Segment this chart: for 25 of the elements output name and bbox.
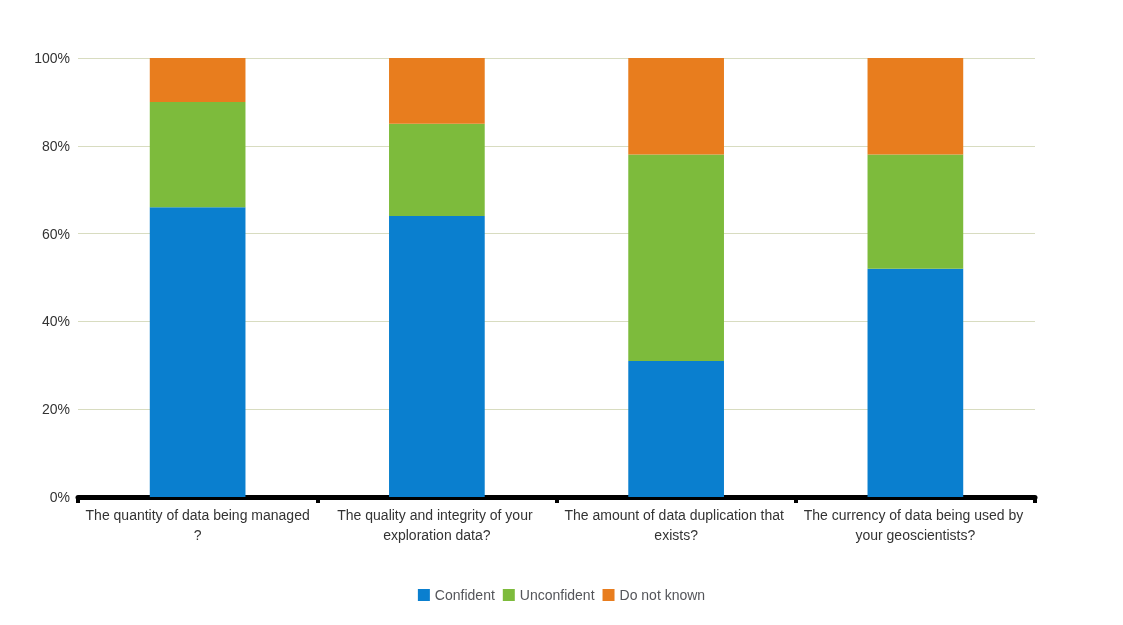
y-tick-label: 0% [49, 489, 70, 505]
legend-label: Unconfident [519, 587, 595, 603]
y-tick-label: 40% [41, 313, 70, 330]
x-tick-label: The quality and integrity of your exploration data? [337, 507, 537, 543]
bar [867, 268, 964, 497]
y-tick-label: 80% [41, 137, 70, 154]
bar [149, 58, 246, 102]
bar [389, 216, 485, 497]
bar [628, 154, 724, 361]
bar [628, 360, 724, 497]
bar [867, 154, 964, 269]
legend-label: Confident [434, 587, 495, 603]
bar [389, 123, 485, 217]
x-tick-label: The quantity of data being managed? [85, 507, 310, 543]
bar [628, 58, 724, 155]
legend-label: Do not known [619, 587, 706, 603]
x-tick-label: The amount of data duplication that exists? [564, 507, 788, 543]
bar [867, 58, 964, 155]
y-tick-label: 100% [34, 50, 70, 66]
bar [149, 207, 246, 497]
y-tick-label: 60% [41, 225, 70, 242]
y-tick-label: 20% [41, 401, 70, 418]
bar [389, 58, 485, 124]
bar [149, 101, 246, 208]
x-tick-label: The currency of data being used by your geoscientists? [803, 507, 1028, 543]
